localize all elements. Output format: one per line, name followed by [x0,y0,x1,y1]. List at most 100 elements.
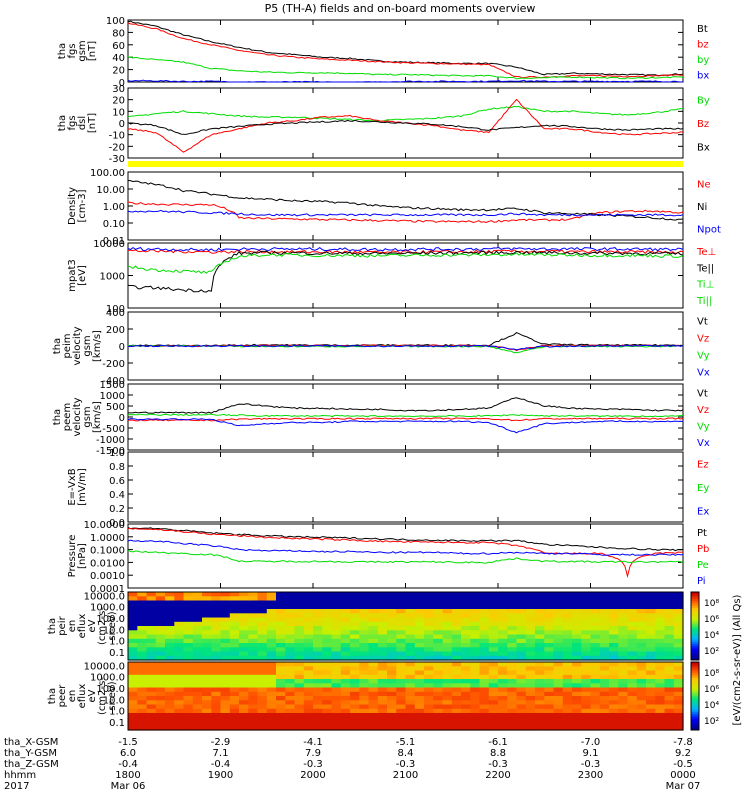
spectrogram-cell [636,666,647,672]
spectrogram-cell [461,638,471,644]
spectrogram-cell [248,617,259,623]
spectrogram-cell [377,651,388,657]
spectrogram-cell [535,691,545,697]
y-axis-label: peem [62,403,73,431]
y-tick-label: 0.2 [109,504,125,515]
spectrogram-cell [673,643,684,648]
spectrogram-cell [488,604,499,610]
spectrogram-cell [581,630,592,636]
spectrogram-cell [544,670,555,676]
spectrogram-cell [609,704,619,710]
spectrogram-cell [220,725,231,731]
spectrogram-cell [266,717,277,723]
spectrogram-cell [609,696,619,701]
spectrogram-cell [488,643,499,648]
spectrogram-cell [239,679,249,684]
spectrogram-cell [257,674,268,680]
spectrogram-cell [470,613,481,619]
colorbar-cell [691,621,699,625]
spectrogram-cell [451,643,462,648]
spectrogram-cell [387,674,397,680]
spectrogram-cell [655,626,666,631]
spectrogram-cell [553,662,564,667]
spectrogram-cell [655,713,666,718]
spectrogram-cell [535,651,545,657]
spectrogram-cell [553,700,564,706]
spectrogram-cell [368,691,379,697]
spectrogram-cell [535,721,545,727]
spectrogram-cell [128,713,138,718]
spectrogram-cell [248,700,259,706]
spectrogram-cell [387,647,397,653]
spectrogram-cell [313,683,323,689]
spectrogram-cell [396,604,407,610]
spectrogram-cell [451,655,462,661]
legend-entry: Vy [697,351,710,362]
x-axis-value: -0.3 [488,759,508,770]
spectrogram-cell [479,592,490,597]
spectrogram-cell [377,604,388,610]
spectrogram-cell [572,696,582,701]
colorbar-cell [691,700,699,704]
spectrogram-cell [581,713,592,718]
spectrogram-cell [507,721,518,727]
spectrogram-cell [590,634,601,640]
spectrogram-cell [609,691,619,697]
spectrogram-cell [488,670,499,676]
spectrogram-cell [451,679,462,684]
spectrogram-cell [248,630,259,636]
spectrogram-cell [562,647,573,653]
spectrogram-cell [655,617,666,623]
spectrogram-cell [590,704,601,710]
spectrogram-cell [248,613,259,619]
spectrogram-cell [525,655,536,661]
spectrogram-cell [451,592,462,597]
y-tick-label: 1000.0 [90,603,125,614]
spectrogram-cell [340,691,351,697]
spectrogram-cell [535,696,545,701]
spectrogram-cell [599,708,610,714]
colorbar-cell [691,639,699,643]
spectrogram-cell [488,725,499,731]
spectrogram-cell [350,651,360,657]
spectrogram-cell [433,670,444,676]
spectrogram-cell [544,655,555,661]
spectrogram-cell [229,604,240,610]
spectrogram-cell [192,666,203,672]
spectrogram-cell [137,634,148,640]
spectrogram-cell [276,596,286,602]
spectrogram-cell [562,626,573,631]
spectrogram-cell [248,708,259,714]
spectrogram-cell [285,696,296,701]
spectrogram-cell [664,687,675,693]
spectrogram-cell [294,655,305,661]
spectrogram-cell [535,634,545,640]
spectrogram-cell [516,647,527,653]
spectrogram-cell [507,713,518,718]
spectrogram-cell [618,647,629,653]
spectrogram-cell [202,725,212,731]
spectrogram-cell [433,613,444,619]
spectrogram-cell [340,613,351,619]
colorbar-cell [691,607,699,611]
y-axis-label: [cm-3] [77,189,88,222]
spectrogram-cell [627,725,638,731]
spectrogram-cell [303,626,314,631]
spectrogram-cell [165,600,175,606]
spectrogram-cell [498,596,508,602]
colorbar-cell [691,664,699,668]
spectrogram-cell [618,704,629,710]
spectrogram-cell [488,704,499,710]
spectrogram-cell [488,638,499,644]
spectrogram-cell [303,613,314,619]
spectrogram-cell [664,666,675,672]
spectrogram-cell [202,621,212,627]
spectrogram-cell [461,683,471,689]
spectrogram-cell [128,696,138,701]
spectrogram-cell [313,655,323,661]
y-tick-label: -400 [102,376,125,387]
spectrogram-cell [646,687,656,693]
y-tick-label: 1.0 [109,448,125,459]
spectrogram-cell [128,617,138,623]
spectrogram-cell [479,708,490,714]
